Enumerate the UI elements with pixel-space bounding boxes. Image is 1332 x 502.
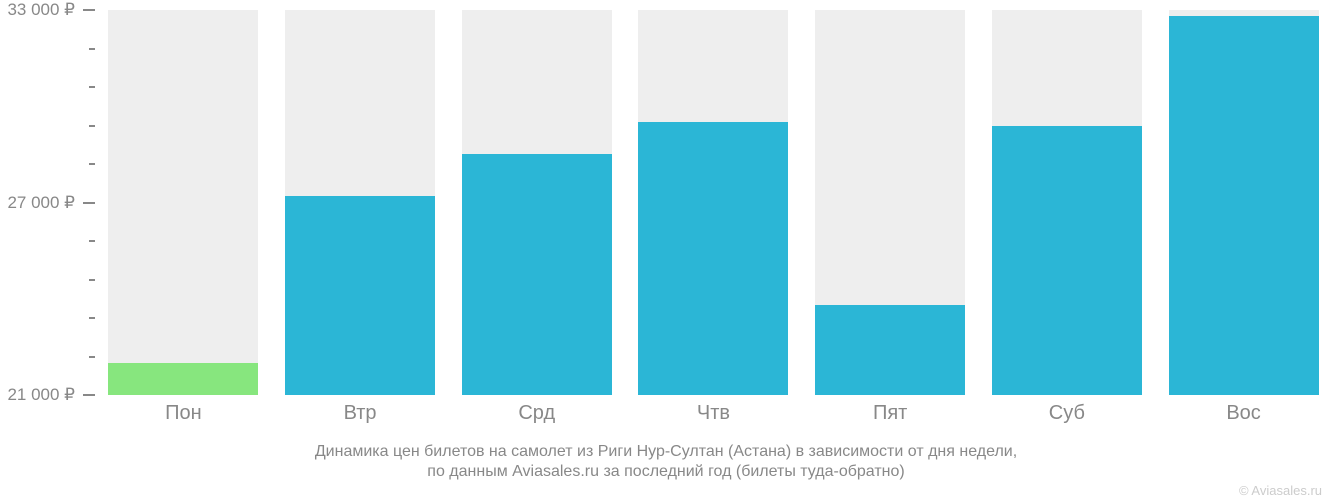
x-axis-labels: Пон Втр Срд Чтв Пят Суб Вос — [95, 402, 1332, 432]
x-tick-label: Пон — [165, 402, 202, 425]
bar-background — [462, 10, 612, 154]
bar — [638, 122, 788, 395]
caption-line-1: Динамика цен билетов на самолет из Риги … — [0, 442, 1332, 463]
y-tick-label: 33 000 ₽ — [7, 0, 75, 20]
y-tick-major: 33 000 ₽ — [7, 0, 95, 20]
bar-background — [108, 10, 258, 363]
y-tick-label: 21 000 ₽ — [7, 385, 75, 405]
watermark: © Aviasales.ru — [1239, 483, 1322, 498]
bar — [462, 154, 612, 395]
bar-slot — [992, 10, 1142, 395]
y-tick-label: 27 000 ₽ — [7, 193, 75, 213]
bar-slot — [1169, 10, 1319, 395]
bar-slot — [108, 10, 258, 395]
x-tick-label: Срд — [518, 402, 555, 425]
bar — [815, 305, 965, 395]
bar-slot — [285, 10, 435, 395]
price-chart: 33 000 ₽ 27 000 ₽ 21 000 ₽ Пон Втр Срд Чтв Пят… — [0, 0, 1332, 502]
y-tick-mark — [83, 394, 95, 396]
x-tick-label: Втр — [344, 402, 377, 425]
bar-background — [638, 10, 788, 122]
bar — [108, 363, 258, 395]
bar-slot — [638, 10, 788, 395]
x-tick-label: Вос — [1226, 402, 1260, 425]
y-tick-major: 21 000 ₽ — [7, 385, 95, 405]
bar — [1169, 16, 1319, 395]
x-tick-label: Чтв — [697, 402, 730, 425]
caption-line-2: по данным Aviasales.ru за последний год … — [0, 462, 1332, 483]
x-tick-label: Пят — [873, 402, 907, 425]
y-tick-mark — [83, 202, 95, 204]
bar-background — [285, 10, 435, 196]
y-tick-mark — [83, 9, 95, 11]
plot-area — [95, 10, 1332, 395]
bar-background — [815, 10, 965, 305]
bar-slot — [462, 10, 612, 395]
bar — [285, 196, 435, 395]
bar-background — [992, 10, 1142, 126]
bar-slot — [815, 10, 965, 395]
bar — [992, 126, 1142, 396]
x-tick-label: Суб — [1049, 402, 1085, 425]
y-axis: 33 000 ₽27 000 ₽21 000 ₽ — [0, 0, 95, 395]
y-tick-major: 27 000 ₽ — [7, 193, 95, 213]
